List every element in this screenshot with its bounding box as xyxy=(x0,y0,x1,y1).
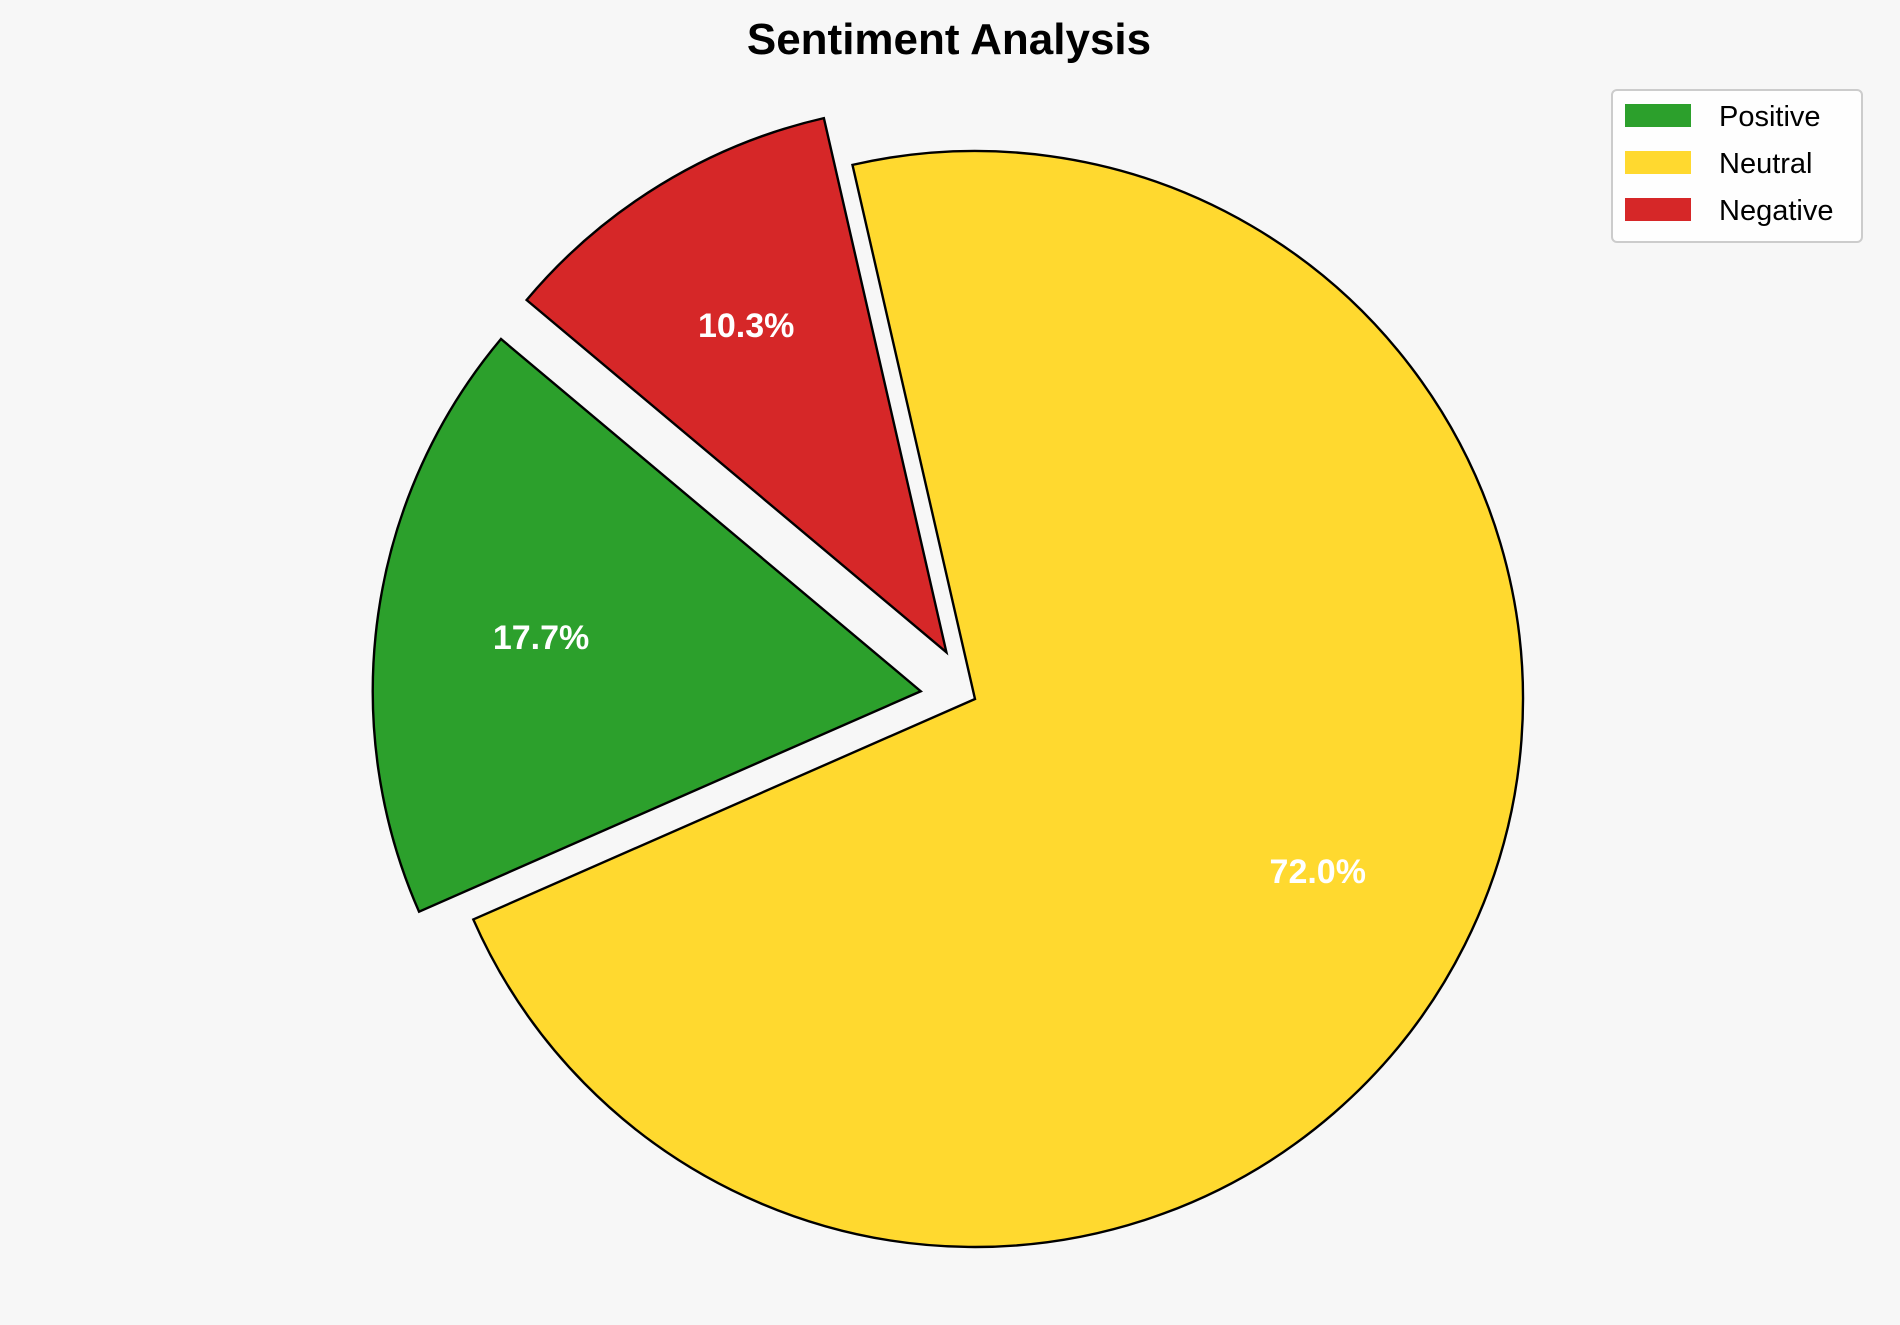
data-label-positive: 17.7% xyxy=(493,619,589,657)
data-label-negative: 10.3% xyxy=(698,307,794,345)
legend-swatch-neutral xyxy=(1625,151,1691,174)
pie-data-labels: 17.7% 72.0% 10.3% xyxy=(493,307,1366,891)
pie-slice-positive xyxy=(371,337,924,914)
chart-title: Sentiment Analysis xyxy=(747,15,1151,64)
legend-label-negative: Negative xyxy=(1719,195,1833,227)
pie-slices xyxy=(371,116,1525,1249)
legend-swatch-positive xyxy=(1625,104,1691,127)
legend: Positive Neutral Negative xyxy=(1611,89,1863,243)
pie-slice-negative xyxy=(524,116,949,656)
legend-swatch-negative xyxy=(1625,198,1691,221)
pie-slice-neutral xyxy=(471,149,1525,1249)
legend-label-positive: Positive xyxy=(1719,101,1821,133)
legend-label-neutral: Neutral xyxy=(1719,148,1813,180)
data-label-neutral: 72.0% xyxy=(1270,853,1366,891)
